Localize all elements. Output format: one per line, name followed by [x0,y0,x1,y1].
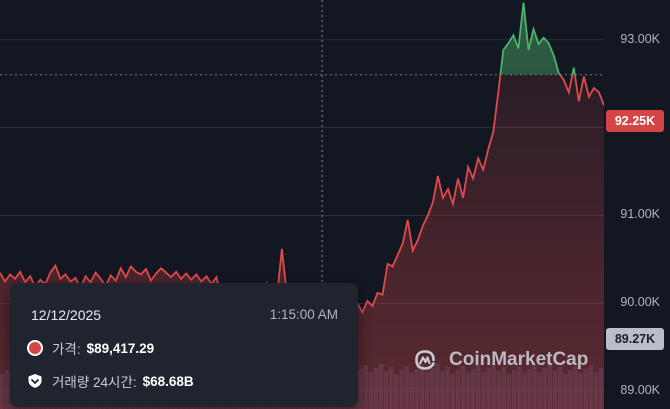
coinmarketcap-watermark: CoinMarketCap [411,346,588,374]
coinmarketcap-logo-icon [415,350,435,370]
price-line-above-reference [499,2,576,75]
price-area-above-reference [0,2,604,75]
price-tooltip: 12/12/2025 1:15:00 AM 가격: $89,417.29 거래량… [10,283,358,407]
current-price-tag: 92.25K [606,110,664,132]
price-dot-icon [27,340,43,356]
price-axis-tick-label: 91.00K [620,207,660,222]
tooltip-date: 12/12/2025 [31,307,102,323]
brand-name: CoinMarketCap [449,349,589,370]
tooltip-volume-row: 거래량 24시간: $68.68B [27,371,194,391]
volume-shield-icon [28,374,42,388]
tooltip-volume-value: $68.68B [142,373,194,389]
tooltip-price-row: 가격: $89,417.29 [27,338,154,358]
hover-price-tag: 89.27K [606,328,664,350]
tooltip-volume-label: 거래량 24시간: [52,375,137,390]
tooltip-time: 1:15:00 AM [269,307,338,322]
tooltip-price-value: $89,417.29 [86,340,155,356]
price-axis-tick-label: 89.00K [620,383,660,398]
price-axis-tick-label: 90.00K [620,295,660,310]
tooltip-price-label: 가격: [52,342,81,357]
price-axis-tick-label: 93.00K [620,31,660,46]
